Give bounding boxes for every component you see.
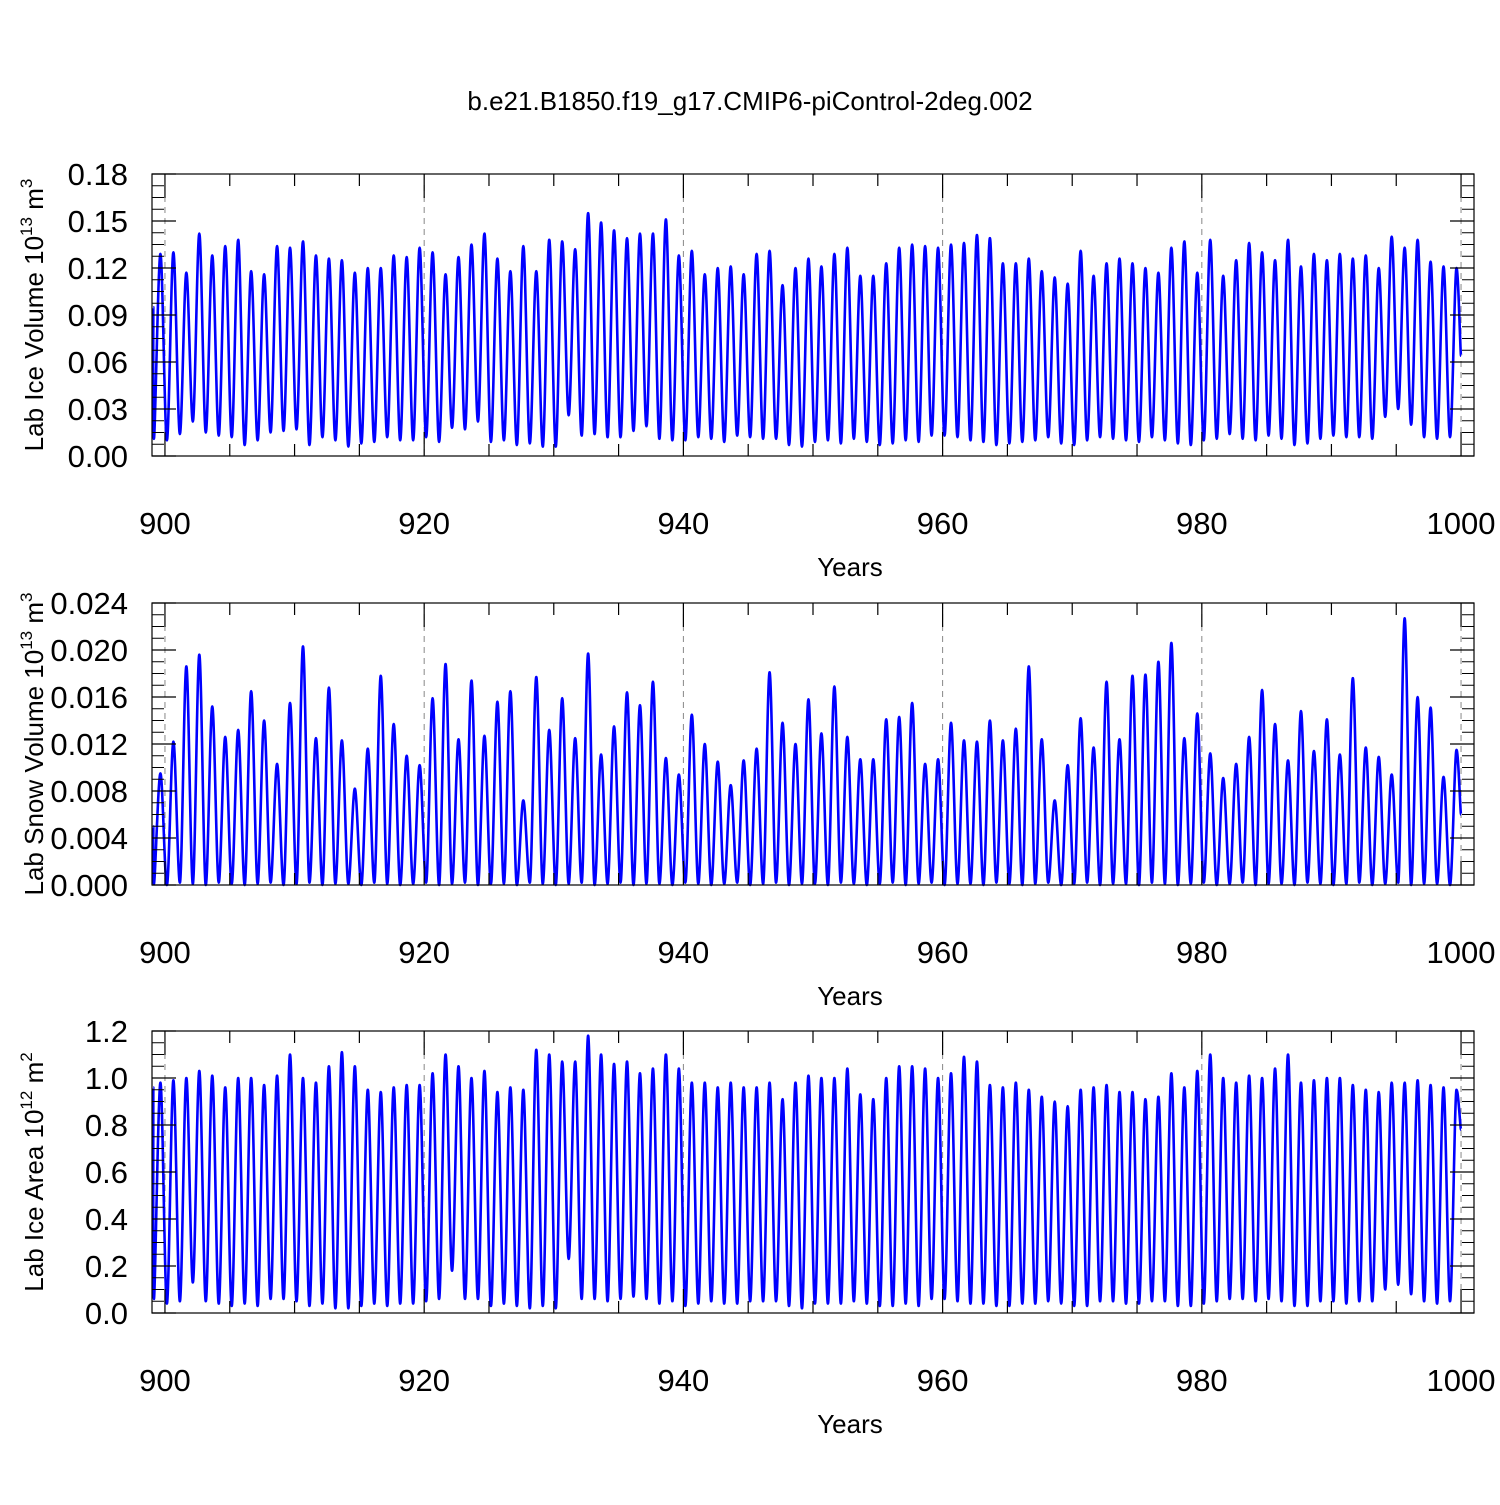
x-tick-label: 1000 [1427,935,1496,970]
y-tick-label: 0.024 [50,586,128,621]
x-tick-label: 1000 [1427,1363,1496,1398]
y-tick-label: 0.012 [50,727,128,762]
x-tick-label: 940 [658,506,710,541]
y-tick-label: 0.15 [68,204,128,239]
y-tick-label: 1.0 [85,1061,128,1096]
y-tick-label: 0.06 [68,345,128,380]
x-tick-label: 960 [917,935,969,970]
x-axis-label: Years [817,1409,883,1439]
x-tick-label: 900 [139,1363,191,1398]
y-tick-label: 0.09 [68,298,128,333]
y-tick-label: 0.00 [68,439,128,474]
y-tick-label: 0.12 [68,251,128,286]
x-axis-label: Years [817,552,883,582]
x-tick-label: 980 [1176,506,1228,541]
x-tick-label: 980 [1176,935,1228,970]
y-tick-label: 0.004 [50,821,128,856]
x-tick-label: 920 [398,506,450,541]
y-tick-label: 1.2 [85,1014,128,1049]
y-tick-label: 0.18 [68,157,128,192]
series-line [151,211,1463,448]
x-tick-label: 940 [658,1363,710,1398]
series-line [151,1034,1463,1310]
chart-panel-1: 0.00 0.03 0.06 0.09 0.12 0.15 0.18 900 920 940 960… [17,157,1496,582]
x-tick-label: 920 [398,1363,450,1398]
y-tick-label: 0.4 [85,1202,128,1237]
x-tick-label: 900 [139,935,191,970]
chart-panel-3: 0.0 0.2 0.4 0.6 0.8 1.0 1.2 900 920 940 960 980 1000… [17,1014,1496,1439]
x-tick-label: 900 [139,506,191,541]
x-tick-label: 980 [1176,1363,1228,1398]
y-tick-label: 0.0 [85,1296,128,1331]
x-tick-label: 920 [398,935,450,970]
figure-title: b.e21.B1850.f19_g17.CMIP6-piControl-2deg… [467,86,1032,116]
x-tick-label: 960 [917,506,969,541]
y-tick-label: 0.03 [68,392,128,427]
y-tick-label: 0.2 [85,1249,128,1284]
series-line [151,616,1463,887]
y-tick-label: 0.020 [50,633,128,668]
y-tick-label: 0.016 [50,680,128,715]
y-axis-label: Lab Snow Volume 1013 m3 [17,592,49,895]
y-tick-label: 0.8 [85,1108,128,1143]
y-tick-label: 0.6 [85,1155,128,1190]
x-tick-label: 1000 [1427,506,1496,541]
y-axis-label: Lab Ice Area 1012 m2 [17,1052,49,1291]
y-axis-label: Lab Ice Volume 1013 m3 [17,179,49,452]
chart-panel-2: 0.000 0.004 0.008 0.012 0.016 0.020 0.024 900 92… [17,586,1496,1011]
y-tick-label: 0.000 [50,868,128,903]
x-axis-label: Years [817,981,883,1011]
x-tick-label: 960 [917,1363,969,1398]
x-tick-label: 940 [658,935,710,970]
y-tick-label: 0.008 [50,774,128,809]
